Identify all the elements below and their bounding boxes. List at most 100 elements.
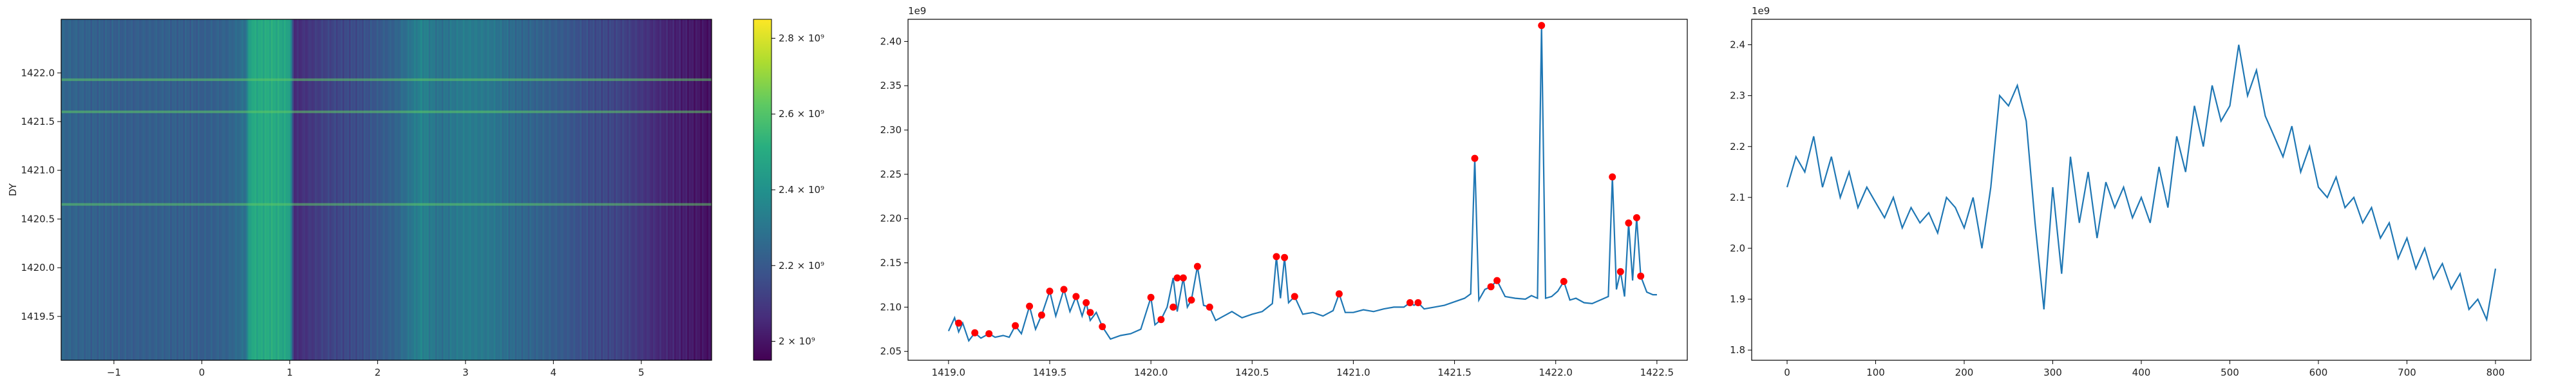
- heatmap-column: [659, 19, 662, 360]
- heatmap-column: [61, 19, 64, 360]
- peak-marker: [1157, 316, 1165, 324]
- heatmap-column: [486, 19, 488, 360]
- heatmap-column: [150, 19, 153, 360]
- heatmap-column: [409, 19, 412, 360]
- heatmap-column: [269, 19, 272, 360]
- heatmap-column: [616, 19, 618, 360]
- heatmap-column: [155, 19, 158, 360]
- peaks-line-y-axis: 2.05 2.10 2.15 2.20 2.25 2.30 2.35 2.40: [880, 35, 908, 357]
- heatmap-column: [307, 19, 309, 360]
- heatmap-column: [502, 19, 504, 360]
- heatmap-column: [623, 19, 626, 360]
- heatmap-column: [113, 19, 115, 360]
- x-tick-label: −1: [107, 367, 121, 378]
- peak-marker: [1493, 277, 1501, 284]
- heatmap-column: [270, 19, 273, 360]
- heatmap-column: [134, 19, 137, 360]
- heatmap-column: [191, 19, 194, 360]
- heatmap-column: [576, 19, 579, 360]
- x-tick-label: 600: [2309, 367, 2328, 378]
- heatmap-column: [503, 19, 506, 360]
- peak-marker: [1291, 293, 1298, 300]
- heatmap-column: [230, 19, 232, 360]
- peak-marker: [1616, 268, 1624, 275]
- colorbar-tick-label: 2 × 10⁹: [779, 336, 815, 347]
- heatmap-column: [189, 19, 192, 360]
- heatmap-column: [396, 19, 399, 360]
- heatmap-column: [372, 19, 374, 360]
- heatmap-column: [205, 19, 208, 360]
- heatmap-column: [144, 19, 146, 360]
- heatmap-frame: [61, 19, 712, 361]
- heatmap-column: [348, 19, 352, 360]
- heatmap-column: [687, 19, 690, 360]
- heatmap-column: [339, 19, 341, 360]
- heatmap-column: [461, 19, 464, 360]
- heatmap-column: [300, 19, 303, 360]
- heatmap-column: [136, 19, 138, 360]
- heatmap-column: [601, 19, 603, 360]
- heatmap-column: [506, 19, 509, 360]
- heatmap-bright-row: [61, 78, 712, 81]
- heatmap-column: [462, 19, 465, 360]
- heatmap-column: [529, 19, 532, 360]
- series-line-x-axis: 0 100 200 300 400 500 600 700 800: [1784, 360, 2505, 378]
- heatmap-column: [126, 19, 129, 360]
- heatmap-column: [697, 19, 699, 360]
- heatmap-column: [394, 19, 397, 360]
- heatmap-column: [235, 19, 238, 360]
- heatmap-column: [62, 19, 65, 360]
- heatmap-column: [598, 19, 600, 360]
- heatmap-column: [124, 19, 127, 360]
- heatmap-column: [142, 19, 145, 360]
- colorbar-tick-label: 2.2 × 10⁹: [779, 260, 824, 271]
- heatmap-column: [350, 19, 353, 360]
- heatmap-column: [156, 19, 160, 360]
- heatmap-column: [285, 19, 288, 360]
- heatmap-column: [212, 19, 214, 360]
- heatmap-column: [458, 19, 460, 360]
- heatmap-column: [446, 19, 449, 360]
- heatmap-column: [220, 19, 223, 360]
- heatmap-column: [178, 19, 180, 360]
- heatmap-column: [180, 19, 182, 360]
- heatmap-column: [95, 19, 98, 360]
- heatmap-column: [181, 19, 184, 360]
- heatmap-column: [437, 19, 439, 360]
- heatmap-column: [571, 19, 574, 360]
- heatmap-column: [323, 19, 325, 360]
- heatmap-column: [656, 19, 659, 360]
- heatmap-column: [103, 19, 106, 360]
- heatmap-column: [111, 19, 114, 360]
- heatmap-column: [217, 19, 220, 360]
- heatmap-column: [708, 19, 711, 360]
- heatmap-column: [526, 19, 529, 360]
- heatmap-column: [585, 19, 587, 360]
- heatmap-column: [272, 19, 275, 360]
- heatmap-column: [162, 19, 164, 360]
- heatmap-column: [672, 19, 675, 360]
- heatmap-column: [240, 19, 242, 360]
- heatmap-column: [376, 19, 379, 360]
- heatmap-column: [633, 19, 636, 360]
- series-line-plot: [1786, 44, 2497, 322]
- heatmap-column: [622, 19, 625, 360]
- heatmap-column: [599, 19, 601, 360]
- heatmap-column: [407, 19, 410, 360]
- colorbar-ticks: 2 × 10⁹ 2.2 × 10⁹ 2.4 × 10⁹ 2.6 × 10⁹ 2.8 × …: [772, 32, 824, 347]
- heatmap-column: [207, 19, 210, 360]
- heatmap-column: [592, 19, 595, 360]
- peak-marker: [1560, 278, 1567, 285]
- heatmap-column: [435, 19, 437, 360]
- peak-marker: [1170, 303, 1177, 311]
- heatmap-column: [160, 19, 163, 360]
- heatmap-column: [108, 19, 111, 360]
- heatmap-column: [246, 19, 249, 360]
- heatmap-column: [609, 19, 612, 360]
- heatmap-column: [233, 19, 236, 360]
- heatmap-column: [258, 19, 260, 360]
- heatmap-column: [654, 19, 657, 360]
- heatmap-column: [527, 19, 530, 360]
- heatmap-column: [635, 19, 638, 360]
- heatmap-column: [570, 19, 573, 360]
